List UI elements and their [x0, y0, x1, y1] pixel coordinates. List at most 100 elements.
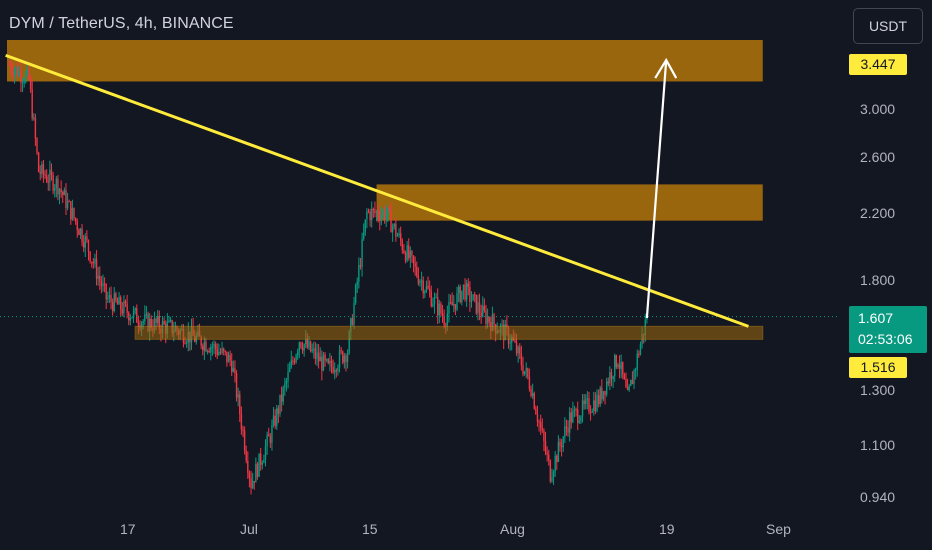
- candle-body: [420, 280, 423, 282]
- candle-body: [385, 213, 387, 220]
- candle-body: [536, 414, 539, 422]
- candle-body: [15, 66, 17, 71]
- candle-body: [36, 138, 38, 153]
- candle-body: [549, 460, 552, 482]
- currency-button[interactable]: USDT: [853, 8, 923, 44]
- candle-body: [578, 421, 581, 423]
- candle-body: [353, 303, 355, 325]
- candle-body: [628, 385, 630, 391]
- candle-body: [438, 303, 441, 316]
- candle-body: [538, 421, 540, 423]
- candle-body: [440, 303, 442, 314]
- candle-body: [12, 71, 14, 76]
- candle-body: [158, 315, 161, 329]
- candle-body: [121, 309, 123, 314]
- candle-body: [634, 369, 637, 371]
- candle-body: [29, 78, 32, 90]
- candle-body: [108, 295, 111, 298]
- candle-body: [131, 317, 133, 319]
- candle-body: [567, 427, 569, 433]
- candle-body: [361, 239, 363, 267]
- candle-body: [493, 314, 495, 325]
- candle-body: [218, 352, 220, 355]
- candle-body: [480, 312, 482, 317]
- candle-body: [21, 82, 24, 84]
- candle-body: [615, 355, 618, 368]
- candle-body: [221, 348, 223, 353]
- candle-body: [482, 305, 484, 317]
- candle-body: [155, 318, 157, 323]
- candle-body: [297, 351, 299, 356]
- time-tick: Sep: [766, 521, 791, 537]
- candle-body: [251, 481, 254, 489]
- candle-body: [274, 415, 276, 426]
- candle-body: [264, 446, 267, 460]
- candle-body: [50, 169, 53, 176]
- candle-body: [570, 412, 572, 423]
- candle-body: [527, 368, 529, 377]
- candle-body: [237, 394, 239, 398]
- candle-body: [124, 301, 127, 304]
- candle-body: [354, 284, 357, 304]
- candle-body: [453, 304, 455, 306]
- candle-body: [602, 391, 605, 400]
- candle-body: [62, 191, 64, 196]
- candle-body: [395, 223, 397, 237]
- candle-body: [371, 208, 373, 221]
- candle-body: [113, 293, 115, 312]
- candle-body: [52, 175, 54, 191]
- candle-body: [168, 320, 170, 323]
- time-tick: Aug: [500, 521, 525, 537]
- candle-body: [157, 315, 159, 323]
- candle-body: [372, 208, 375, 210]
- candle-body: [552, 471, 555, 478]
- candle-body: [585, 399, 587, 404]
- candle-body: [287, 371, 289, 381]
- candle-body: [414, 263, 416, 267]
- candle-body: [620, 361, 622, 369]
- candle-body: [554, 456, 556, 472]
- candle-body: [203, 341, 206, 351]
- candle-body: [224, 350, 226, 352]
- candle-body: [150, 318, 152, 329]
- candle-body: [477, 302, 479, 314]
- candle-body: [457, 286, 460, 294]
- candlestick-chart[interactable]: [0, 0, 840, 515]
- candle-body: [356, 281, 358, 285]
- candle-body: [351, 318, 354, 325]
- candle-body: [205, 341, 207, 352]
- candle-body: [557, 441, 560, 463]
- candle-body: [596, 395, 598, 412]
- candle-body: [541, 427, 543, 431]
- candle-body: [33, 117, 35, 119]
- time-tick: 15: [362, 521, 378, 537]
- candle-body: [546, 451, 548, 455]
- candle-body: [539, 422, 542, 428]
- candle-body: [622, 361, 624, 375]
- candle-body: [144, 314, 146, 322]
- candle-body: [214, 343, 217, 350]
- candle-body: [433, 297, 436, 305]
- candle-body: [448, 302, 450, 314]
- candle-body: [612, 376, 614, 380]
- candle-body: [279, 394, 281, 414]
- price-scale[interactable]: [840, 0, 932, 550]
- chart-area[interactable]: DYM / TetherUS, 4h, BINANCE: [0, 0, 840, 515]
- candle-body: [617, 364, 619, 368]
- candle-body: [169, 320, 172, 322]
- candle-body: [382, 210, 384, 215]
- candle-body: [459, 286, 461, 302]
- candle-body: [81, 228, 83, 243]
- candle-body: [589, 411, 592, 413]
- candle-body: [116, 300, 119, 305]
- candle-body: [636, 353, 638, 370]
- candle-body: [26, 68, 29, 74]
- current-price-label: 1.607 02:53:06: [849, 306, 927, 353]
- candle-body: [49, 169, 51, 183]
- candle-body: [119, 297, 122, 310]
- candle-body: [272, 415, 275, 426]
- candle-body: [430, 291, 432, 307]
- candle-body: [350, 318, 352, 332]
- candle-body: [520, 353, 523, 366]
- candle-body: [390, 210, 392, 233]
